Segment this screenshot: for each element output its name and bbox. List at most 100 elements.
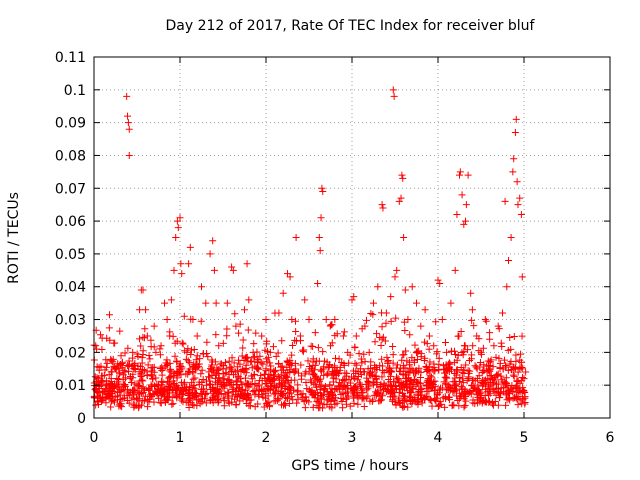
data-point [171, 352, 179, 360]
data-point [186, 243, 194, 251]
data-point [165, 374, 173, 382]
data-point [471, 384, 479, 392]
data-point [460, 220, 468, 228]
data-point [107, 375, 115, 383]
data-point [228, 367, 236, 375]
data-point [485, 391, 493, 399]
data-point [433, 391, 441, 399]
data-point [163, 377, 171, 385]
data-point [500, 356, 508, 364]
data-point [205, 368, 213, 376]
data-point [250, 353, 258, 361]
data-point [421, 354, 429, 362]
data-point [145, 352, 153, 360]
data-point [112, 365, 119, 373]
y-tick-label: 0.04 [55, 280, 86, 296]
data-point [469, 376, 477, 384]
data-point [425, 345, 433, 353]
data-point [203, 338, 211, 346]
data-point [136, 306, 144, 314]
data-point [391, 382, 399, 390]
data-point [106, 392, 114, 400]
data-point [460, 342, 468, 350]
data-point [316, 247, 324, 255]
data-point [108, 368, 116, 376]
data-point [408, 380, 416, 388]
data-point [378, 373, 386, 381]
data-point [294, 387, 302, 395]
data-point [499, 365, 507, 373]
data-point [272, 397, 280, 405]
data-point [263, 337, 271, 345]
data-point [247, 372, 255, 380]
data-point [311, 366, 319, 374]
data-point [116, 388, 124, 396]
data-point [278, 366, 286, 374]
data-point [322, 316, 330, 324]
data-point [197, 317, 205, 325]
data-point [261, 346, 269, 354]
data-point [399, 371, 407, 379]
data-point [512, 351, 520, 359]
data-point [255, 381, 263, 389]
data-point [152, 374, 160, 382]
data-point [271, 366, 279, 374]
data-point [441, 380, 449, 388]
data-point [351, 344, 359, 352]
data-point [225, 389, 233, 397]
data-point [399, 398, 407, 406]
data-point [121, 349, 129, 357]
data-point [424, 376, 432, 384]
data-point [449, 401, 457, 409]
data-point [178, 339, 186, 347]
data-point [130, 386, 138, 394]
data-point [162, 359, 170, 367]
data-point [91, 394, 99, 402]
data-point [299, 390, 307, 398]
data-point [309, 355, 317, 363]
data-point [186, 390, 194, 398]
data-point [455, 402, 463, 410]
data-point [266, 366, 274, 374]
data-point [152, 348, 160, 356]
x-tick-label: 0 [90, 430, 99, 446]
data-point [323, 371, 331, 379]
data-point [158, 363, 166, 371]
data-point [139, 333, 147, 341]
data-point [502, 401, 510, 409]
data-point [118, 358, 126, 366]
data-point [296, 332, 304, 340]
data-point [317, 214, 325, 222]
data-point [428, 373, 436, 381]
data-point [469, 342, 477, 350]
data-point [157, 377, 165, 385]
data-point [239, 336, 247, 344]
data-point [502, 374, 510, 382]
data-point [518, 358, 526, 366]
data-point [383, 353, 391, 361]
data-point [198, 366, 206, 374]
data-point [277, 371, 285, 379]
data-point [327, 321, 335, 329]
data-point [477, 348, 485, 356]
data-point [453, 366, 461, 374]
data-point [350, 293, 358, 301]
data-point [217, 380, 225, 388]
data-point [473, 332, 481, 340]
data-point [464, 373, 472, 381]
data-point [257, 372, 265, 380]
data-point [159, 387, 167, 395]
data-point [262, 316, 270, 324]
data-point [352, 332, 360, 340]
data-point [185, 260, 193, 268]
data-point [485, 384, 493, 392]
data-point [338, 359, 346, 367]
y-axis-ticks: 0 0.01 0.02 0.03 0.04 0.05 0.06 0.07 0.08 0.09 0.1… [55, 50, 610, 427]
data-point [431, 382, 439, 390]
data-point [184, 367, 192, 375]
data-point [212, 299, 220, 307]
data-point [417, 353, 425, 361]
data-point [354, 376, 362, 384]
data-point [404, 316, 412, 324]
data-point [486, 329, 494, 337]
